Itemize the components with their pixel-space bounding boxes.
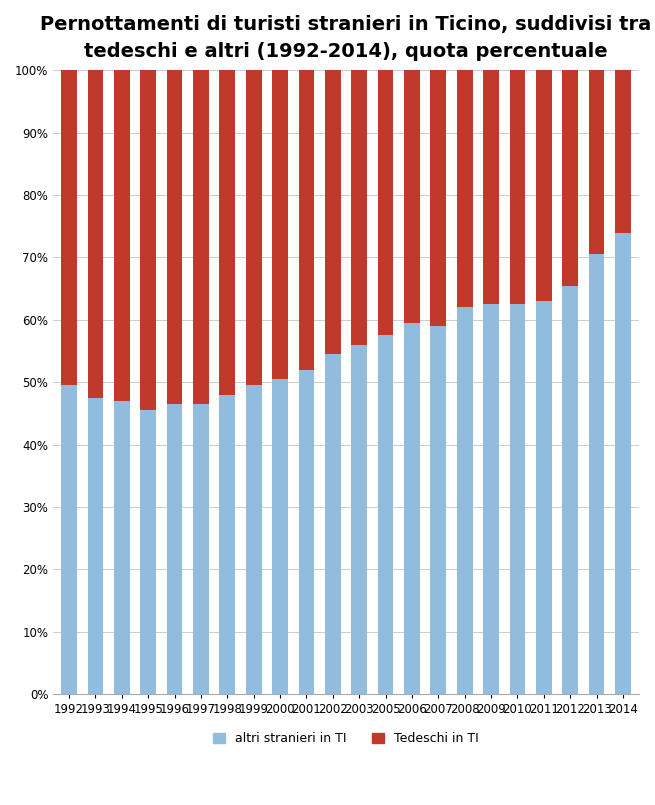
Bar <box>140 411 156 694</box>
Bar <box>457 308 473 694</box>
Bar <box>166 404 183 694</box>
Bar <box>61 70 77 386</box>
Bar <box>615 233 631 694</box>
Bar <box>404 323 420 694</box>
Bar <box>351 345 367 694</box>
Title: Pernottamenti di turisti stranieri in Ticino, suddivisi tra
tedeschi e altri (19: Pernottamenti di turisti stranieri in Ti… <box>41 15 652 60</box>
Bar <box>193 70 209 404</box>
Bar <box>325 70 341 354</box>
Bar <box>114 401 130 694</box>
Bar <box>404 70 420 323</box>
Bar <box>562 70 578 286</box>
Bar <box>510 304 525 694</box>
Bar <box>88 398 103 694</box>
Legend: altri stranieri in TI, Tedeschi in TI: altri stranieri in TI, Tedeschi in TI <box>208 727 484 750</box>
Bar <box>536 301 552 694</box>
Bar <box>88 70 103 398</box>
Bar <box>193 404 209 694</box>
Bar <box>378 336 394 694</box>
Bar <box>430 326 446 694</box>
Bar <box>615 70 631 233</box>
Bar <box>61 386 77 694</box>
Bar <box>483 70 499 304</box>
Bar <box>510 70 525 304</box>
Bar <box>457 70 473 308</box>
Bar <box>562 286 578 694</box>
Bar <box>536 70 552 301</box>
Bar <box>299 70 314 369</box>
Bar <box>589 70 605 254</box>
Bar <box>378 70 394 336</box>
Bar <box>219 394 235 694</box>
Bar <box>299 369 314 694</box>
Bar <box>219 70 235 394</box>
Bar <box>430 70 446 326</box>
Bar <box>483 304 499 694</box>
Bar <box>246 386 261 694</box>
Bar <box>272 379 288 694</box>
Bar <box>589 254 605 694</box>
Bar <box>140 70 156 411</box>
Bar <box>114 70 130 401</box>
Bar <box>272 70 288 379</box>
Bar <box>166 70 183 404</box>
Bar <box>351 70 367 345</box>
Bar <box>325 354 341 694</box>
Bar <box>246 70 261 386</box>
